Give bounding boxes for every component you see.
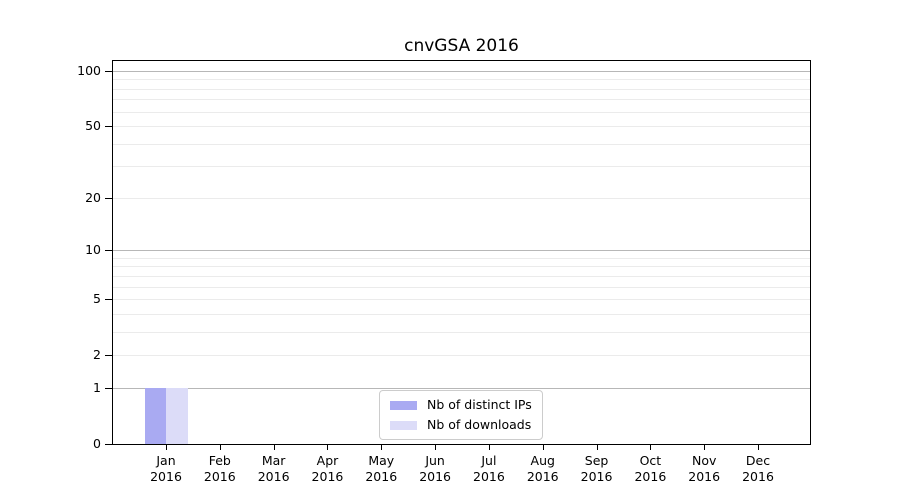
major-gridline (113, 71, 810, 72)
y-tick-label: 2 (93, 347, 101, 363)
x-tick-month: Dec (745, 453, 771, 468)
y-tick-label: 10 (85, 242, 101, 258)
grid-layer (113, 61, 810, 444)
legend-entry-downloads: Nb of downloads (390, 417, 532, 433)
x-tick-label: Apr 2016 (300, 453, 354, 485)
x-tick-year: 2016 (526, 469, 559, 484)
minor-gridline (113, 331, 810, 333)
x-tick-label: Mar 2016 (247, 453, 301, 485)
x-tick-month: Feb (208, 453, 231, 468)
minor-gridline (113, 286, 810, 288)
x-tick-mark (758, 444, 760, 450)
bars-layer (113, 61, 810, 444)
x-tick-year: 2016 (419, 469, 451, 484)
x-tick-month: Aug (530, 453, 555, 468)
y-tick-mark (105, 71, 112, 72)
x-tick-mark (435, 444, 437, 450)
y-tick-mark (105, 444, 112, 445)
x-tick-label: Jan 2016 (139, 453, 193, 485)
x-tick-month: Jan (156, 453, 176, 468)
x-tick-year: 2016 (634, 469, 667, 484)
x-axis: Jan 2016 Feb 2016 Mar 2016 Apr 2016 May 2016 Jun 20… (113, 61, 810, 484)
legend-swatch-distinct-ips (390, 400, 417, 410)
x-tick-mark (488, 444, 490, 450)
y-tick-label: 0 (93, 436, 101, 451)
x-tick-mark (542, 444, 544, 450)
y-axis: 0 1 2 5 10 20 50 100 (77, 61, 810, 451)
minor-gridline (113, 197, 810, 199)
minor-gridline (113, 88, 810, 90)
major-gridline (113, 250, 810, 252)
minor-gridline (113, 79, 810, 81)
legend: Nb of distinct IPs Nb of downloads (379, 390, 543, 440)
y-tick-label: 20 (85, 189, 101, 205)
x-tick-month: Oct (639, 453, 662, 468)
minor-gridline (113, 275, 810, 277)
y-tick-mark (105, 197, 112, 199)
minor-gridline (113, 313, 810, 315)
major-gridline (113, 387, 810, 389)
x-tick-mark (704, 444, 706, 450)
x-tick-mark (327, 444, 329, 450)
x-tick-month: Sep (584, 453, 609, 468)
minor-gridline (113, 143, 810, 145)
legend-label-distinct-ips: Nb of distinct IPs (427, 397, 532, 412)
minor-gridline (113, 257, 810, 259)
x-tick-label: Jun 2016 (408, 453, 462, 485)
x-tick-label: Aug 2016 (516, 453, 570, 485)
x-tick-year: 2016 (257, 469, 290, 484)
x-tick-year: 2016 (365, 469, 398, 484)
y-tick-mark (105, 387, 112, 389)
x-tick-year: 2016 (203, 469, 236, 484)
x-tick-year: 2016 (150, 469, 182, 484)
minor-gridline (113, 166, 810, 168)
y-tick-mark (105, 126, 112, 128)
plot-area: 0 1 2 5 10 20 50 100 Jan 2016 Feb 2016 Mar 2016 Apr 20… (77, 60, 811, 484)
x-tick-mark (650, 444, 652, 450)
x-tick-year: 2016 (742, 469, 774, 484)
y-tick-mark (105, 250, 112, 252)
chart-title: cnvGSA 2016 (404, 36, 519, 56)
minor-gridline (113, 111, 810, 113)
bar-nb-of-downloads (166, 387, 188, 444)
x-tick-label: Sep 2016 (570, 453, 624, 485)
legend-entry-distinct-ips: Nb of distinct IPs (390, 397, 532, 413)
minor-gridline (113, 355, 810, 357)
x-tick-label: Dec 2016 (731, 453, 785, 485)
minor-gridline (113, 266, 810, 268)
x-tick-label: Feb 2016 (193, 453, 247, 485)
x-tick-month: Apr (316, 453, 339, 468)
minor-gridline (113, 126, 810, 128)
x-tick-month: May (368, 453, 395, 468)
x-tick-label: May 2016 (354, 453, 408, 485)
x-tick-mark (219, 444, 221, 450)
minor-gridline (113, 99, 810, 101)
legend-label-downloads: Nb of downloads (427, 417, 532, 432)
y-tick-label: 5 (93, 291, 101, 307)
x-tick-month: Mar (261, 453, 286, 468)
x-tick-mark (273, 444, 275, 450)
x-tick-month: Jul (481, 453, 497, 468)
x-tick-month: Nov (691, 453, 717, 468)
x-tick-year: 2016 (688, 469, 721, 484)
y-tick-label: 100 (77, 63, 101, 78)
minor-gridline (113, 299, 810, 301)
y-tick-label: 50 (85, 118, 101, 134)
y-tick-mark (105, 299, 112, 301)
bar-nb-of-distinct-ips (144, 387, 166, 444)
x-tick-month: Jun (425, 453, 445, 468)
x-tick-mark (381, 444, 383, 450)
y-tick-mark (105, 355, 112, 357)
x-tick-mark (166, 444, 167, 450)
x-tick-mark (596, 444, 598, 450)
x-tick-year: 2016 (311, 469, 344, 484)
y-tick-label: 1 (93, 379, 101, 395)
x-tick-year: 2016 (473, 469, 505, 484)
legend-swatch-downloads (390, 420, 417, 430)
x-tick-year: 2016 (580, 469, 613, 484)
x-tick-label: Oct 2016 (623, 453, 677, 485)
x-tick-label: Jul 2016 (462, 453, 516, 485)
x-tick-label: Nov 2016 (677, 453, 731, 485)
